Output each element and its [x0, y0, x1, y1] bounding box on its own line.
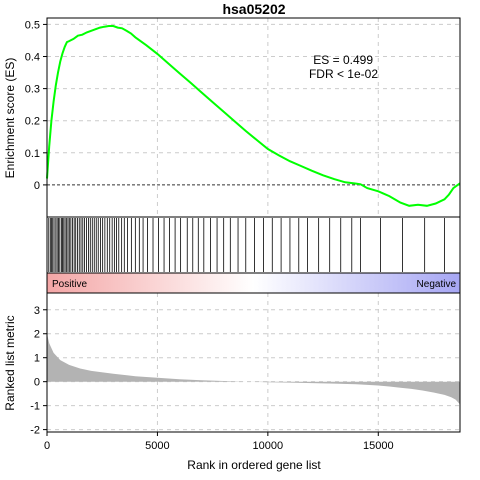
x-tick-label: 15000 — [363, 440, 394, 452]
metric-x-ticks: 0 5000 10000 15000 — [44, 432, 394, 452]
es-y-tick-label: 0.5 — [25, 19, 40, 31]
es-gridlines — [46, 18, 460, 217]
x-tick-label: 10000 — [253, 440, 284, 452]
metric-y-tick-label: 2 — [34, 329, 40, 341]
es-y-tick-label: 0 — [34, 180, 40, 192]
metric-y-tick-label: 1 — [34, 353, 40, 365]
hit-lines — [48, 218, 445, 272]
es-y-tick-label: 0.4 — [25, 52, 40, 64]
metric-gridlines — [46, 293, 460, 432]
gradient-bar — [46, 272, 461, 294]
x-tick-label: 0 — [44, 440, 50, 452]
fdr-annotation: FDR < 1e-02 — [309, 67, 378, 81]
es-frame — [46, 17, 461, 218]
chart-title: hsa05202 — [222, 1, 285, 17]
metric-area — [47, 333, 460, 405]
metric-y-tick-label: 0 — [34, 377, 40, 389]
positive-label: Positive — [52, 279, 87, 290]
x-tick-label: 5000 — [145, 440, 169, 452]
ranked-metric-panel: -2 -1 0 1 2 3 0 5000 10000 15000 Ranked list met… — [3, 292, 461, 472]
hit-frame — [46, 216, 461, 274]
metric-y-tick-label: 3 — [34, 305, 40, 317]
es-series-line — [46, 25, 461, 207]
hit-barcode-panel — [46, 216, 461, 274]
enrichment-score-panel: 00.10.20.30.40.5 ES = 0.499 FDR < 1e-02 … — [3, 17, 461, 218]
metric-y-axis-label: Ranked list metric — [3, 315, 17, 410]
x-axis-label: Rank in ordered gene list — [187, 458, 321, 472]
metric-y-tick-label: -1 — [30, 401, 40, 413]
metric-y-tick-label: -2 — [30, 425, 40, 437]
es-y-tick-label: 0.3 — [25, 84, 40, 96]
rank-gradient-band: Positive Negative — [46, 272, 461, 294]
negative-label: Negative — [417, 279, 457, 290]
metric-y-ticks: -2 -1 0 1 2 3 — [30, 305, 47, 437]
es-annotation: ES = 0.499 — [313, 53, 373, 67]
es-y-tick-label: 0.2 — [25, 116, 40, 128]
metric-frame — [46, 292, 461, 433]
es-y-ticks: 0 0.1 0.2 0.3 0.4 0.5 — [25, 19, 47, 192]
es-y-tick-label: 0.1 — [25, 148, 40, 160]
es-y-axis-label: Enrichment score (ES) — [3, 58, 17, 179]
